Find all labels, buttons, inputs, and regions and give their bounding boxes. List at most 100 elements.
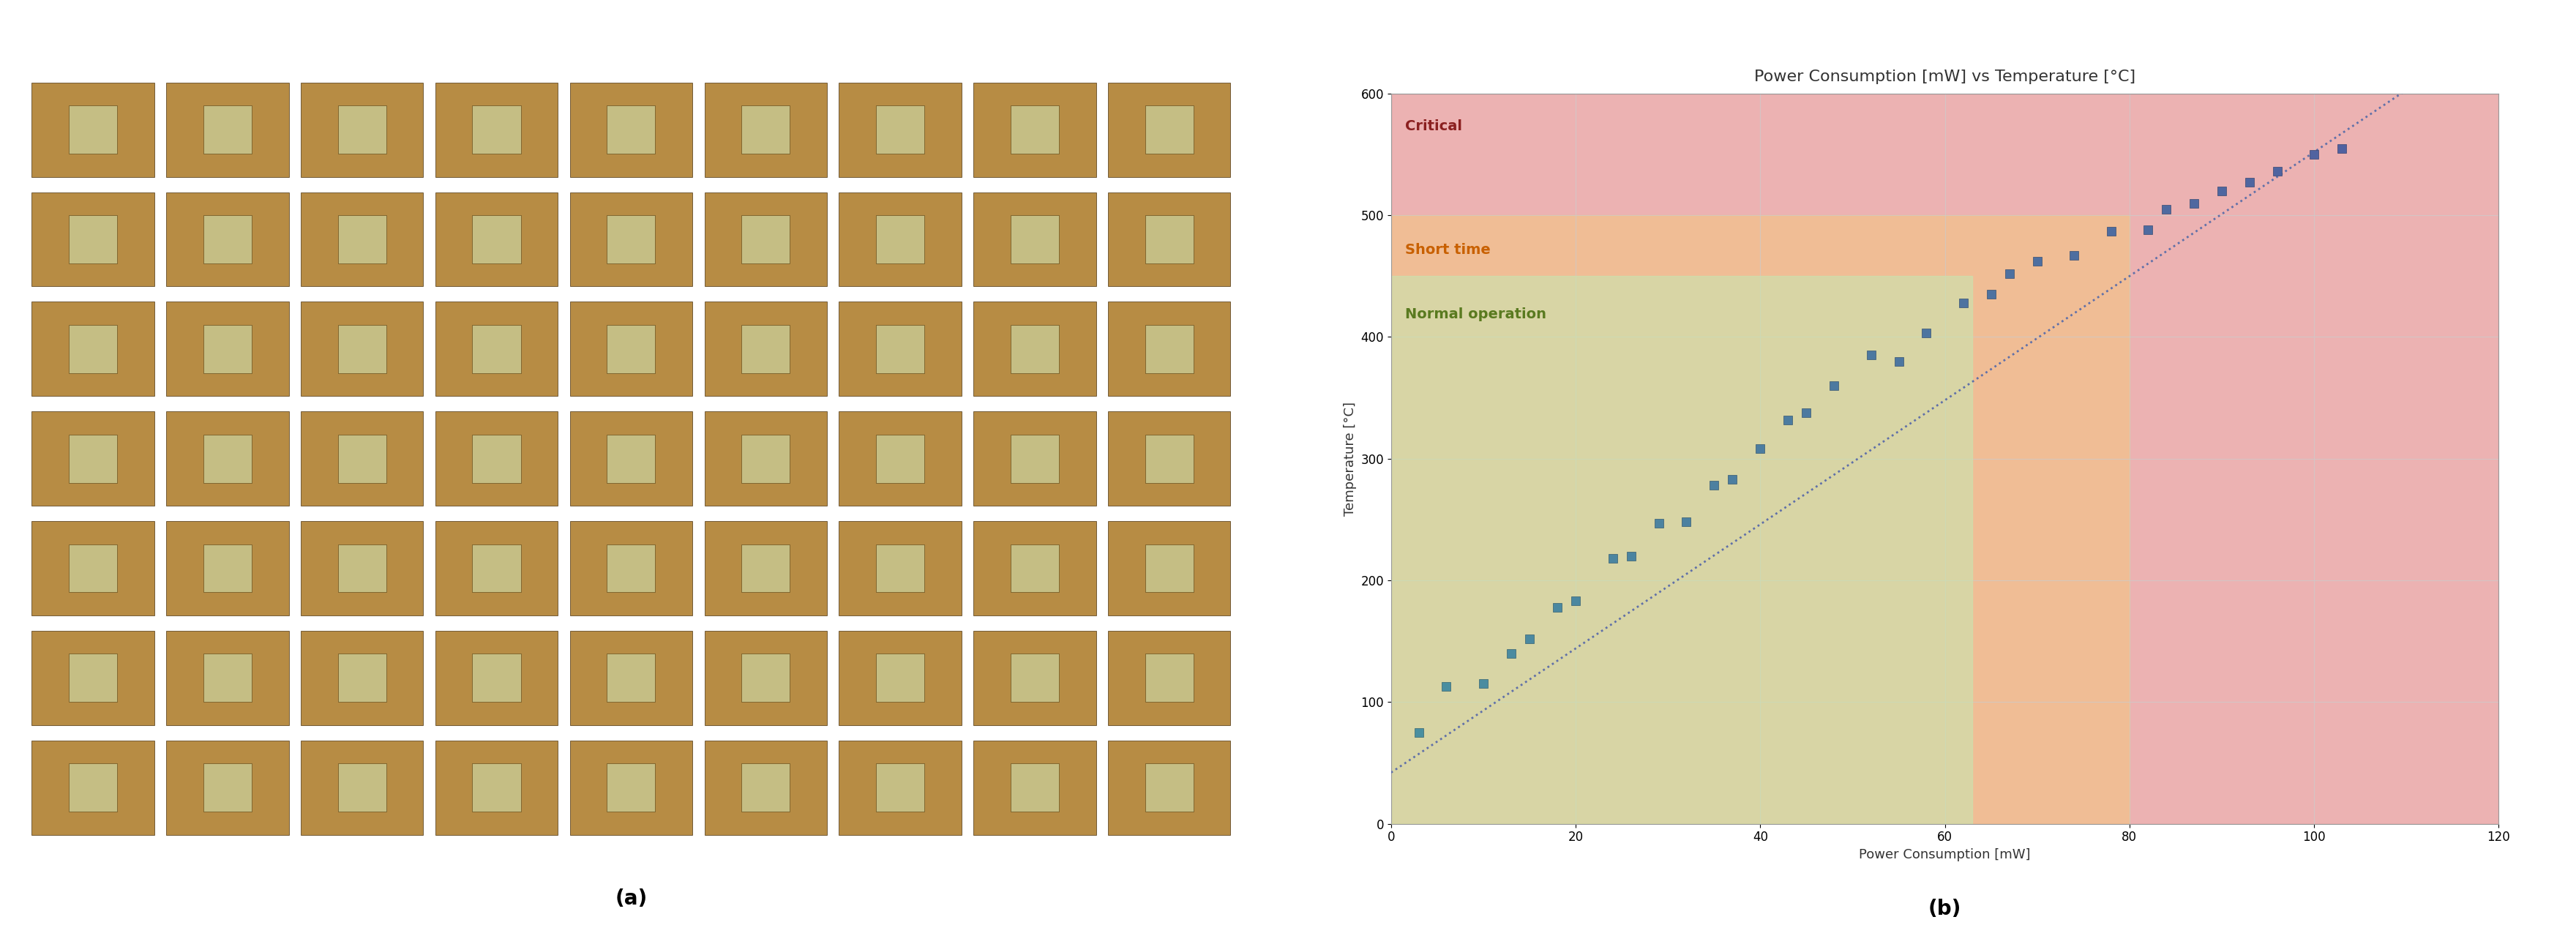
- FancyBboxPatch shape: [569, 412, 693, 505]
- FancyBboxPatch shape: [204, 434, 252, 483]
- FancyBboxPatch shape: [742, 106, 791, 154]
- FancyBboxPatch shape: [840, 192, 961, 286]
- FancyBboxPatch shape: [608, 764, 654, 812]
- FancyBboxPatch shape: [301, 192, 422, 286]
- FancyBboxPatch shape: [337, 434, 386, 483]
- FancyBboxPatch shape: [435, 412, 559, 505]
- FancyBboxPatch shape: [1108, 412, 1231, 505]
- FancyBboxPatch shape: [471, 764, 520, 812]
- FancyBboxPatch shape: [204, 544, 252, 592]
- FancyBboxPatch shape: [435, 192, 559, 286]
- FancyBboxPatch shape: [569, 521, 693, 616]
- FancyBboxPatch shape: [742, 434, 791, 483]
- FancyBboxPatch shape: [876, 544, 925, 592]
- FancyBboxPatch shape: [974, 412, 1095, 505]
- FancyBboxPatch shape: [301, 412, 422, 505]
- FancyBboxPatch shape: [974, 521, 1095, 616]
- FancyBboxPatch shape: [840, 521, 961, 616]
- FancyBboxPatch shape: [703, 82, 827, 177]
- FancyBboxPatch shape: [703, 521, 827, 616]
- FancyBboxPatch shape: [1144, 544, 1193, 592]
- FancyBboxPatch shape: [569, 740, 693, 835]
- FancyBboxPatch shape: [876, 434, 925, 483]
- FancyBboxPatch shape: [70, 215, 118, 263]
- FancyBboxPatch shape: [569, 631, 693, 725]
- FancyBboxPatch shape: [31, 740, 155, 835]
- FancyBboxPatch shape: [1144, 325, 1193, 373]
- FancyBboxPatch shape: [167, 301, 289, 396]
- FancyBboxPatch shape: [337, 654, 386, 702]
- FancyBboxPatch shape: [1144, 215, 1193, 263]
- FancyBboxPatch shape: [70, 654, 118, 702]
- FancyBboxPatch shape: [1108, 301, 1231, 396]
- FancyBboxPatch shape: [608, 215, 654, 263]
- FancyBboxPatch shape: [742, 325, 791, 373]
- FancyBboxPatch shape: [471, 325, 520, 373]
- FancyBboxPatch shape: [608, 544, 654, 592]
- FancyBboxPatch shape: [337, 544, 386, 592]
- FancyBboxPatch shape: [876, 764, 925, 812]
- FancyBboxPatch shape: [876, 325, 925, 373]
- FancyBboxPatch shape: [742, 544, 791, 592]
- Bar: [1391, 94, 2499, 824]
- FancyBboxPatch shape: [1108, 631, 1231, 725]
- FancyBboxPatch shape: [840, 631, 961, 725]
- FancyBboxPatch shape: [1010, 654, 1059, 702]
- FancyBboxPatch shape: [31, 631, 155, 725]
- FancyBboxPatch shape: [435, 301, 559, 396]
- FancyBboxPatch shape: [1144, 106, 1193, 154]
- FancyBboxPatch shape: [167, 82, 289, 177]
- Text: Short time: Short time: [1404, 243, 1492, 257]
- FancyBboxPatch shape: [435, 631, 559, 725]
- FancyBboxPatch shape: [1010, 764, 1059, 812]
- FancyBboxPatch shape: [167, 192, 289, 286]
- FancyBboxPatch shape: [31, 521, 155, 616]
- FancyBboxPatch shape: [1108, 740, 1231, 835]
- FancyBboxPatch shape: [608, 106, 654, 154]
- FancyBboxPatch shape: [703, 192, 827, 286]
- FancyBboxPatch shape: [1010, 544, 1059, 592]
- FancyBboxPatch shape: [569, 192, 693, 286]
- FancyBboxPatch shape: [471, 544, 520, 592]
- FancyBboxPatch shape: [608, 434, 654, 483]
- FancyBboxPatch shape: [569, 301, 693, 396]
- FancyBboxPatch shape: [608, 325, 654, 373]
- FancyBboxPatch shape: [70, 544, 118, 592]
- FancyBboxPatch shape: [974, 301, 1095, 396]
- FancyBboxPatch shape: [1108, 521, 1231, 616]
- FancyBboxPatch shape: [31, 82, 155, 177]
- FancyBboxPatch shape: [1144, 654, 1193, 702]
- FancyBboxPatch shape: [703, 412, 827, 505]
- Y-axis label: Temperature [°C]: Temperature [°C]: [1345, 402, 1358, 516]
- FancyBboxPatch shape: [435, 82, 559, 177]
- FancyBboxPatch shape: [703, 740, 827, 835]
- FancyBboxPatch shape: [1108, 192, 1231, 286]
- FancyBboxPatch shape: [337, 106, 386, 154]
- FancyBboxPatch shape: [471, 215, 520, 263]
- FancyBboxPatch shape: [337, 215, 386, 263]
- FancyBboxPatch shape: [70, 325, 118, 373]
- FancyBboxPatch shape: [31, 301, 155, 396]
- FancyBboxPatch shape: [435, 521, 559, 616]
- Title: Power Consumption [mW] vs Temperature [°C]: Power Consumption [mW] vs Temperature [°…: [1754, 69, 2136, 84]
- FancyBboxPatch shape: [301, 82, 422, 177]
- FancyBboxPatch shape: [167, 412, 289, 505]
- FancyBboxPatch shape: [301, 301, 422, 396]
- FancyBboxPatch shape: [301, 631, 422, 725]
- Text: Normal operation: Normal operation: [1404, 308, 1546, 322]
- FancyBboxPatch shape: [301, 521, 422, 616]
- FancyBboxPatch shape: [974, 631, 1095, 725]
- X-axis label: Power Consumption [mW]: Power Consumption [mW]: [1860, 848, 2030, 861]
- FancyBboxPatch shape: [876, 654, 925, 702]
- FancyBboxPatch shape: [1010, 215, 1059, 263]
- FancyBboxPatch shape: [471, 106, 520, 154]
- FancyBboxPatch shape: [31, 412, 155, 505]
- FancyBboxPatch shape: [974, 192, 1095, 286]
- FancyBboxPatch shape: [703, 631, 827, 725]
- FancyBboxPatch shape: [840, 412, 961, 505]
- FancyBboxPatch shape: [742, 654, 791, 702]
- FancyBboxPatch shape: [337, 764, 386, 812]
- FancyBboxPatch shape: [703, 301, 827, 396]
- FancyBboxPatch shape: [974, 82, 1095, 177]
- FancyBboxPatch shape: [204, 215, 252, 263]
